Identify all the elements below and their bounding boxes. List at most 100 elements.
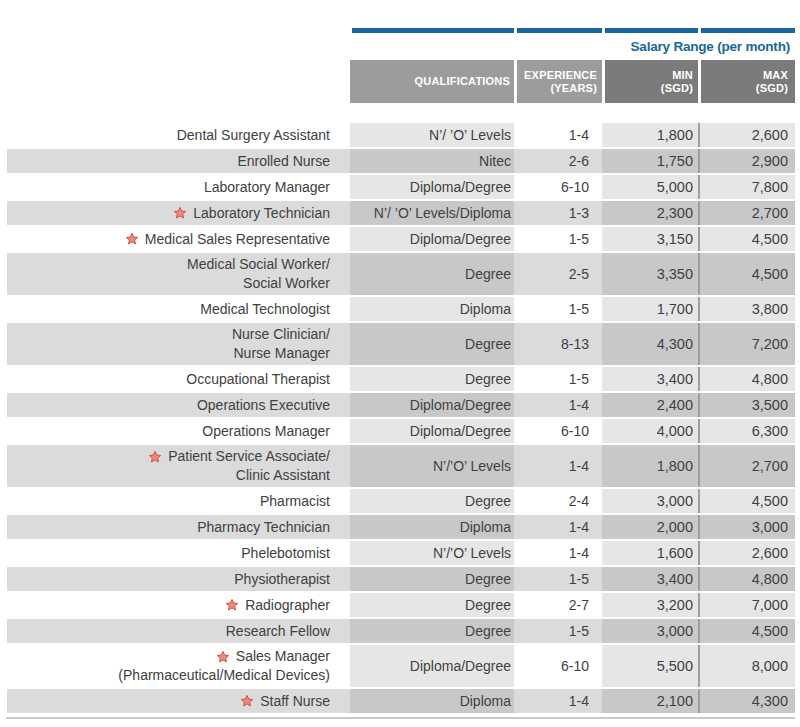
col-header-max-sgd: MAX (SGD) bbox=[698, 60, 795, 103]
job-title-text: Nurse Clinician/ bbox=[232, 325, 330, 344]
star-icon bbox=[148, 450, 162, 464]
job-title-line: Pharmacy Technician bbox=[197, 518, 330, 537]
qualification-cell: N’/’O’ Levels bbox=[350, 445, 514, 487]
table-row: Sales Manager(Pharmaceutical/Medical Dev… bbox=[0, 645, 795, 687]
job-title: Nurse Clinician/Nurse Manager bbox=[232, 325, 330, 363]
table-row: Operations ManagerDiploma/Degree6-104,00… bbox=[0, 419, 795, 443]
star-icon bbox=[216, 650, 230, 664]
top-rule-segment bbox=[517, 28, 602, 33]
experience-cell: 6-10 bbox=[514, 419, 602, 443]
table-row: Medical TechnologistDiploma1-51,7003,800 bbox=[0, 297, 795, 321]
job-title-cell: Medical Social Worker/Social Worker bbox=[0, 253, 350, 295]
experience-cell: 1-5 bbox=[514, 367, 602, 391]
max-salary-cell: 3,500 bbox=[698, 393, 795, 417]
job-title-text: Dental Surgery Assistant bbox=[177, 126, 330, 145]
job-title: Medical Technologist bbox=[200, 300, 330, 319]
experience-cell: 1-3 bbox=[514, 201, 602, 225]
min-salary-cell: 2,400 bbox=[602, 393, 698, 417]
min-salary-cell: 1,800 bbox=[602, 445, 698, 487]
min-salary-cell: 3,000 bbox=[602, 619, 698, 643]
qualification-cell: Degree bbox=[350, 323, 514, 365]
job-title: Phelebotomist bbox=[241, 544, 330, 563]
experience-cell: 1-4 bbox=[514, 123, 602, 147]
job-title: Physiotherapist bbox=[234, 570, 330, 589]
job-title-text: Enrolled Nurse bbox=[237, 152, 330, 171]
table-row: PharmacistDegree2-43,0004,500 bbox=[0, 489, 795, 513]
qualification-cell: Diploma/Degree bbox=[350, 393, 514, 417]
max-salary-cell: 6,300 bbox=[698, 419, 795, 443]
min-salary-cell: 1,700 bbox=[602, 297, 698, 321]
job-title-cell: Laboratory Technician bbox=[0, 201, 350, 225]
job-title-cell: Operations Executive bbox=[0, 393, 350, 417]
top-rule bbox=[0, 28, 795, 33]
qualification-cell: Diploma bbox=[350, 515, 514, 539]
job-title-cell: Pharmacy Technician bbox=[0, 515, 350, 539]
job-title-line: (Pharmaceutical/Medical Devices) bbox=[118, 666, 330, 685]
min-salary-cell: 2,100 bbox=[602, 689, 698, 713]
table-row: Laboratory TechnicianN’/ ’O’ Levels/Dipl… bbox=[0, 201, 795, 225]
col-header-experience: EXPERIENCE (YEARS) bbox=[514, 60, 602, 103]
max-salary-cell: 2,700 bbox=[698, 445, 795, 487]
max-salary-cell: 3,000 bbox=[698, 515, 795, 539]
job-title-line: Clinic Assistant bbox=[236, 466, 330, 485]
star-icon bbox=[225, 598, 239, 612]
experience-cell: 2-4 bbox=[514, 489, 602, 513]
job-title-text: Operations Executive bbox=[197, 396, 330, 415]
experience-cell: 1-5 bbox=[514, 227, 602, 251]
job-title: Operations Executive bbox=[197, 396, 330, 415]
table-row: Pharmacy TechnicianDiploma1-42,0003,000 bbox=[0, 515, 795, 539]
max-salary-cell: 2,600 bbox=[698, 123, 795, 147]
qualification-cell: Nitec bbox=[350, 149, 514, 173]
min-salary-cell: 4,300 bbox=[602, 323, 698, 365]
job-title-line: Occupational Therapist bbox=[186, 370, 330, 389]
job-title-text: Medical Social Worker/ bbox=[187, 255, 330, 274]
job-title: Operations Manager bbox=[202, 422, 330, 441]
job-title-text: Laboratory Technician bbox=[193, 204, 330, 223]
max-salary-cell: 8,000 bbox=[698, 645, 795, 687]
qualification-cell: Diploma/Degree bbox=[350, 175, 514, 199]
star-icon bbox=[125, 232, 139, 246]
qualification-cell: Diploma/Degree bbox=[350, 419, 514, 443]
table-row: Occupational TherapistDegree1-53,4004,80… bbox=[0, 367, 795, 391]
job-title-cell: Sales Manager(Pharmaceutical/Medical Dev… bbox=[0, 645, 350, 687]
max-salary-cell: 4,500 bbox=[698, 227, 795, 251]
table-row: PhysiotherapistDegree1-53,4004,800 bbox=[0, 567, 795, 591]
job-title-text: Research Fellow bbox=[226, 622, 330, 641]
job-title-line: Medical Social Worker/ bbox=[187, 255, 330, 274]
qualification-cell: Degree bbox=[350, 567, 514, 591]
table-body: Dental Surgery AssistantN’/ ’O’ Levels1-… bbox=[0, 123, 800, 713]
job-title-text: (Pharmaceutical/Medical Devices) bbox=[118, 666, 330, 685]
table-row: Staff NurseDiploma1-42,1004,300 bbox=[0, 689, 795, 713]
job-title-text: Operations Manager bbox=[202, 422, 330, 441]
job-title-cell: Research Fellow bbox=[0, 619, 350, 643]
job-title-line: Staff Nurse bbox=[240, 692, 330, 711]
min-salary-cell: 2,000 bbox=[602, 515, 698, 539]
job-title-cell: Enrolled Nurse bbox=[0, 149, 350, 173]
max-salary-cell: 4,500 bbox=[698, 489, 795, 513]
qualification-cell: Degree bbox=[350, 367, 514, 391]
star-icon bbox=[240, 694, 254, 708]
experience-cell: 1-5 bbox=[514, 619, 602, 643]
qualification-cell: Degree bbox=[350, 593, 514, 617]
job-title-text: Laboratory Manager bbox=[204, 178, 330, 197]
job-title-text: Clinic Assistant bbox=[236, 466, 330, 485]
job-title-line: Sales Manager bbox=[216, 647, 330, 666]
job-title-cell: Phelebotomist bbox=[0, 541, 350, 565]
table-row: Patient Service Associate/Clinic Assista… bbox=[0, 445, 795, 487]
job-title-line: Medical Sales Representative bbox=[125, 230, 330, 249]
job-title-text: Social Worker bbox=[243, 274, 330, 293]
experience-cell: 1-4 bbox=[514, 541, 602, 565]
job-title-text: Medical Technologist bbox=[200, 300, 330, 319]
job-title: Patient Service Associate/Clinic Assista… bbox=[148, 447, 330, 485]
max-salary-cell: 7,800 bbox=[698, 175, 795, 199]
max-salary-cell: 7,200 bbox=[698, 323, 795, 365]
job-title-text: Radiographer bbox=[245, 596, 330, 615]
experience-cell: 6-10 bbox=[514, 645, 602, 687]
min-salary-cell: 3,200 bbox=[602, 593, 698, 617]
qualification-cell: Diploma bbox=[350, 297, 514, 321]
job-title-cell: Staff Nurse bbox=[0, 689, 350, 713]
min-salary-cell: 5,000 bbox=[602, 175, 698, 199]
job-title: Radiographer bbox=[225, 596, 330, 615]
qualification-cell: Degree bbox=[350, 489, 514, 513]
job-title: Pharmacist bbox=[260, 492, 330, 511]
